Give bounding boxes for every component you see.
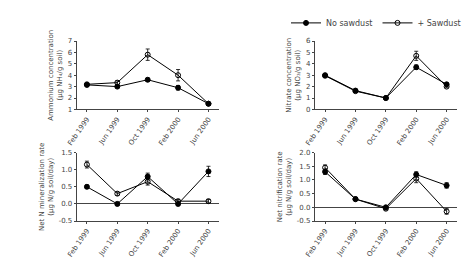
- svg-text:1.0: 1.0: [61, 166, 72, 174]
- svg-text:Oct 1999: Oct 1999: [365, 227, 390, 258]
- svg-text:1.0: 1.0: [299, 176, 310, 184]
- svg-text:Jun 2000: Jun 2000: [426, 116, 451, 147]
- svg-text:3: 3: [306, 72, 310, 80]
- svg-text:Ammonium concentration(μg NH₄/: Ammonium concentration(μg NH₄/g soil): [47, 30, 64, 121]
- svg-text:0.0: 0.0: [61, 200, 72, 208]
- svg-text:6: 6: [68, 49, 73, 57]
- svg-text:Feb 2000: Feb 2000: [396, 227, 421, 258]
- svg-text:2: 2: [68, 94, 72, 102]
- svg-text:7: 7: [68, 37, 72, 45]
- svg-text:4: 4: [306, 60, 311, 68]
- svg-text:3: 3: [68, 83, 72, 91]
- svg-text:Feb 1999: Feb 1999: [304, 227, 329, 258]
- svg-text:Oct 1999: Oct 1999: [365, 116, 390, 147]
- svg-text:Jun 1999: Jun 1999: [97, 227, 122, 258]
- svg-text:Jun 2000: Jun 2000: [188, 116, 213, 147]
- svg-text:Jun 2000: Jun 2000: [188, 227, 213, 258]
- svg-text:6: 6: [306, 37, 311, 45]
- svg-text:Feb 1999: Feb 1999: [66, 227, 91, 258]
- svg-text:Jun 1999: Jun 1999: [335, 116, 360, 147]
- svg-text:1.5: 1.5: [299, 163, 310, 171]
- svg-text:No sawdust: No sawdust: [326, 19, 373, 28]
- svg-text:Oct 1999: Oct 1999: [127, 227, 152, 258]
- svg-text:Feb 1999: Feb 1999: [66, 116, 91, 147]
- svg-text:Net nitrification rate(μg N/g: Net nitrification rate(μg N/g soil/day): [276, 151, 293, 222]
- svg-text:Feb 1999: Feb 1999: [304, 116, 329, 147]
- svg-text:Net N mineralization rate(μg N: Net N mineralization rate(μg N/g soil/da…: [38, 143, 55, 231]
- svg-text:Nitrate concentration(μg NO₃/g: Nitrate concentration(μg NO₃/g soil): [285, 38, 302, 113]
- svg-text:0.5: 0.5: [61, 183, 72, 191]
- svg-text:Feb 2000: Feb 2000: [157, 227, 182, 258]
- svg-text:4: 4: [68, 72, 73, 80]
- svg-text:0.5: 0.5: [299, 190, 310, 198]
- svg-text:0.0: 0.0: [299, 204, 310, 212]
- svg-text:Jun 2000: Jun 2000: [426, 227, 451, 258]
- svg-text:-0.5: -0.5: [297, 217, 311, 225]
- svg-text:-0.5: -0.5: [59, 217, 73, 225]
- svg-text:Feb 2000: Feb 2000: [157, 116, 182, 147]
- svg-text:Feb 2000: Feb 2000: [396, 116, 421, 147]
- svg-text:+ Sawdust: + Sawdust: [418, 19, 461, 28]
- svg-text:1: 1: [306, 94, 310, 102]
- svg-text:Jun 1999: Jun 1999: [335, 227, 360, 258]
- svg-text:Oct 1999: Oct 1999: [127, 116, 152, 147]
- svg-text:1.5: 1.5: [61, 149, 72, 157]
- svg-text:Jun 1999: Jun 1999: [97, 116, 122, 147]
- svg-text:0: 0: [306, 106, 310, 114]
- svg-text:1: 1: [68, 106, 72, 114]
- svg-text:5: 5: [68, 60, 72, 68]
- svg-text:2: 2: [306, 83, 310, 91]
- svg-text:5: 5: [306, 49, 310, 57]
- svg-text:2.0: 2.0: [299, 149, 310, 157]
